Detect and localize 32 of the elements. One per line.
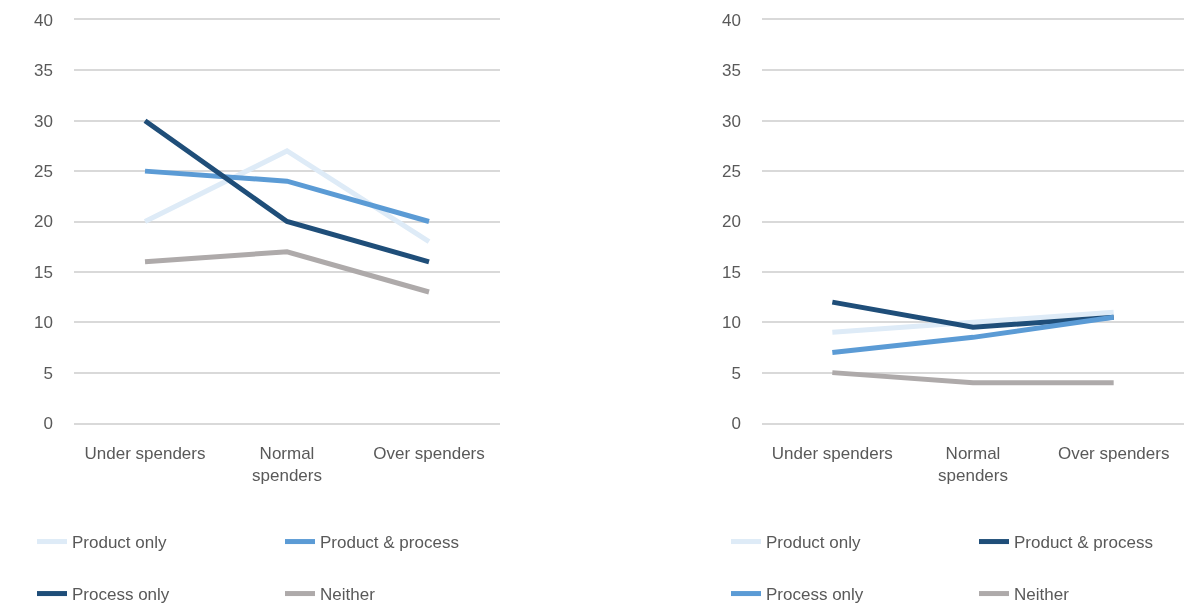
- y-tick-label: 15: [722, 262, 741, 282]
- legend-label: Neither: [1014, 585, 1070, 603]
- legend-label: Product & process: [1014, 533, 1153, 553]
- x-tick-label: Under spenders: [771, 444, 893, 464]
- y-tick-label: 10: [722, 313, 741, 333]
- x-tick-label: Normal spenders: [938, 444, 1008, 486]
- y-tick-label: 15: [34, 262, 53, 282]
- y-tick-label: 5: [43, 363, 53, 383]
- y-tick-label: 25: [34, 162, 53, 182]
- legend-label: Product only: [72, 533, 167, 553]
- y-tick-label: 20: [722, 212, 741, 232]
- y-tick-label: 35: [34, 61, 53, 81]
- x-tick-label: Over spenders: [1057, 444, 1170, 464]
- y-tick-label: 5: [731, 363, 741, 383]
- legend-label: Process only: [766, 585, 864, 603]
- legend-label: Process only: [72, 585, 170, 603]
- y-tick-label: 30: [34, 111, 53, 131]
- y-tick-label: 0: [731, 413, 741, 433]
- legend-label: Product only: [766, 533, 861, 553]
- x-tick-label: Over spenders: [373, 444, 485, 464]
- legend-label: Neither: [320, 585, 376, 603]
- y-tick-label: 35: [722, 61, 741, 81]
- y-tick-label: 40: [34, 10, 53, 30]
- y-tick-label: 25: [722, 162, 741, 182]
- y-tick-label: 10: [34, 313, 53, 333]
- legend-label: Product & process: [320, 533, 459, 553]
- y-tick-label: 20: [34, 212, 53, 232]
- y-tick-label: 40: [722, 10, 741, 30]
- y-tick-label: 0: [43, 413, 53, 433]
- y-tick-label: 30: [722, 111, 741, 131]
- x-tick-label: Under spenders: [84, 444, 206, 464]
- x-tick-label: Normal spenders: [252, 444, 322, 486]
